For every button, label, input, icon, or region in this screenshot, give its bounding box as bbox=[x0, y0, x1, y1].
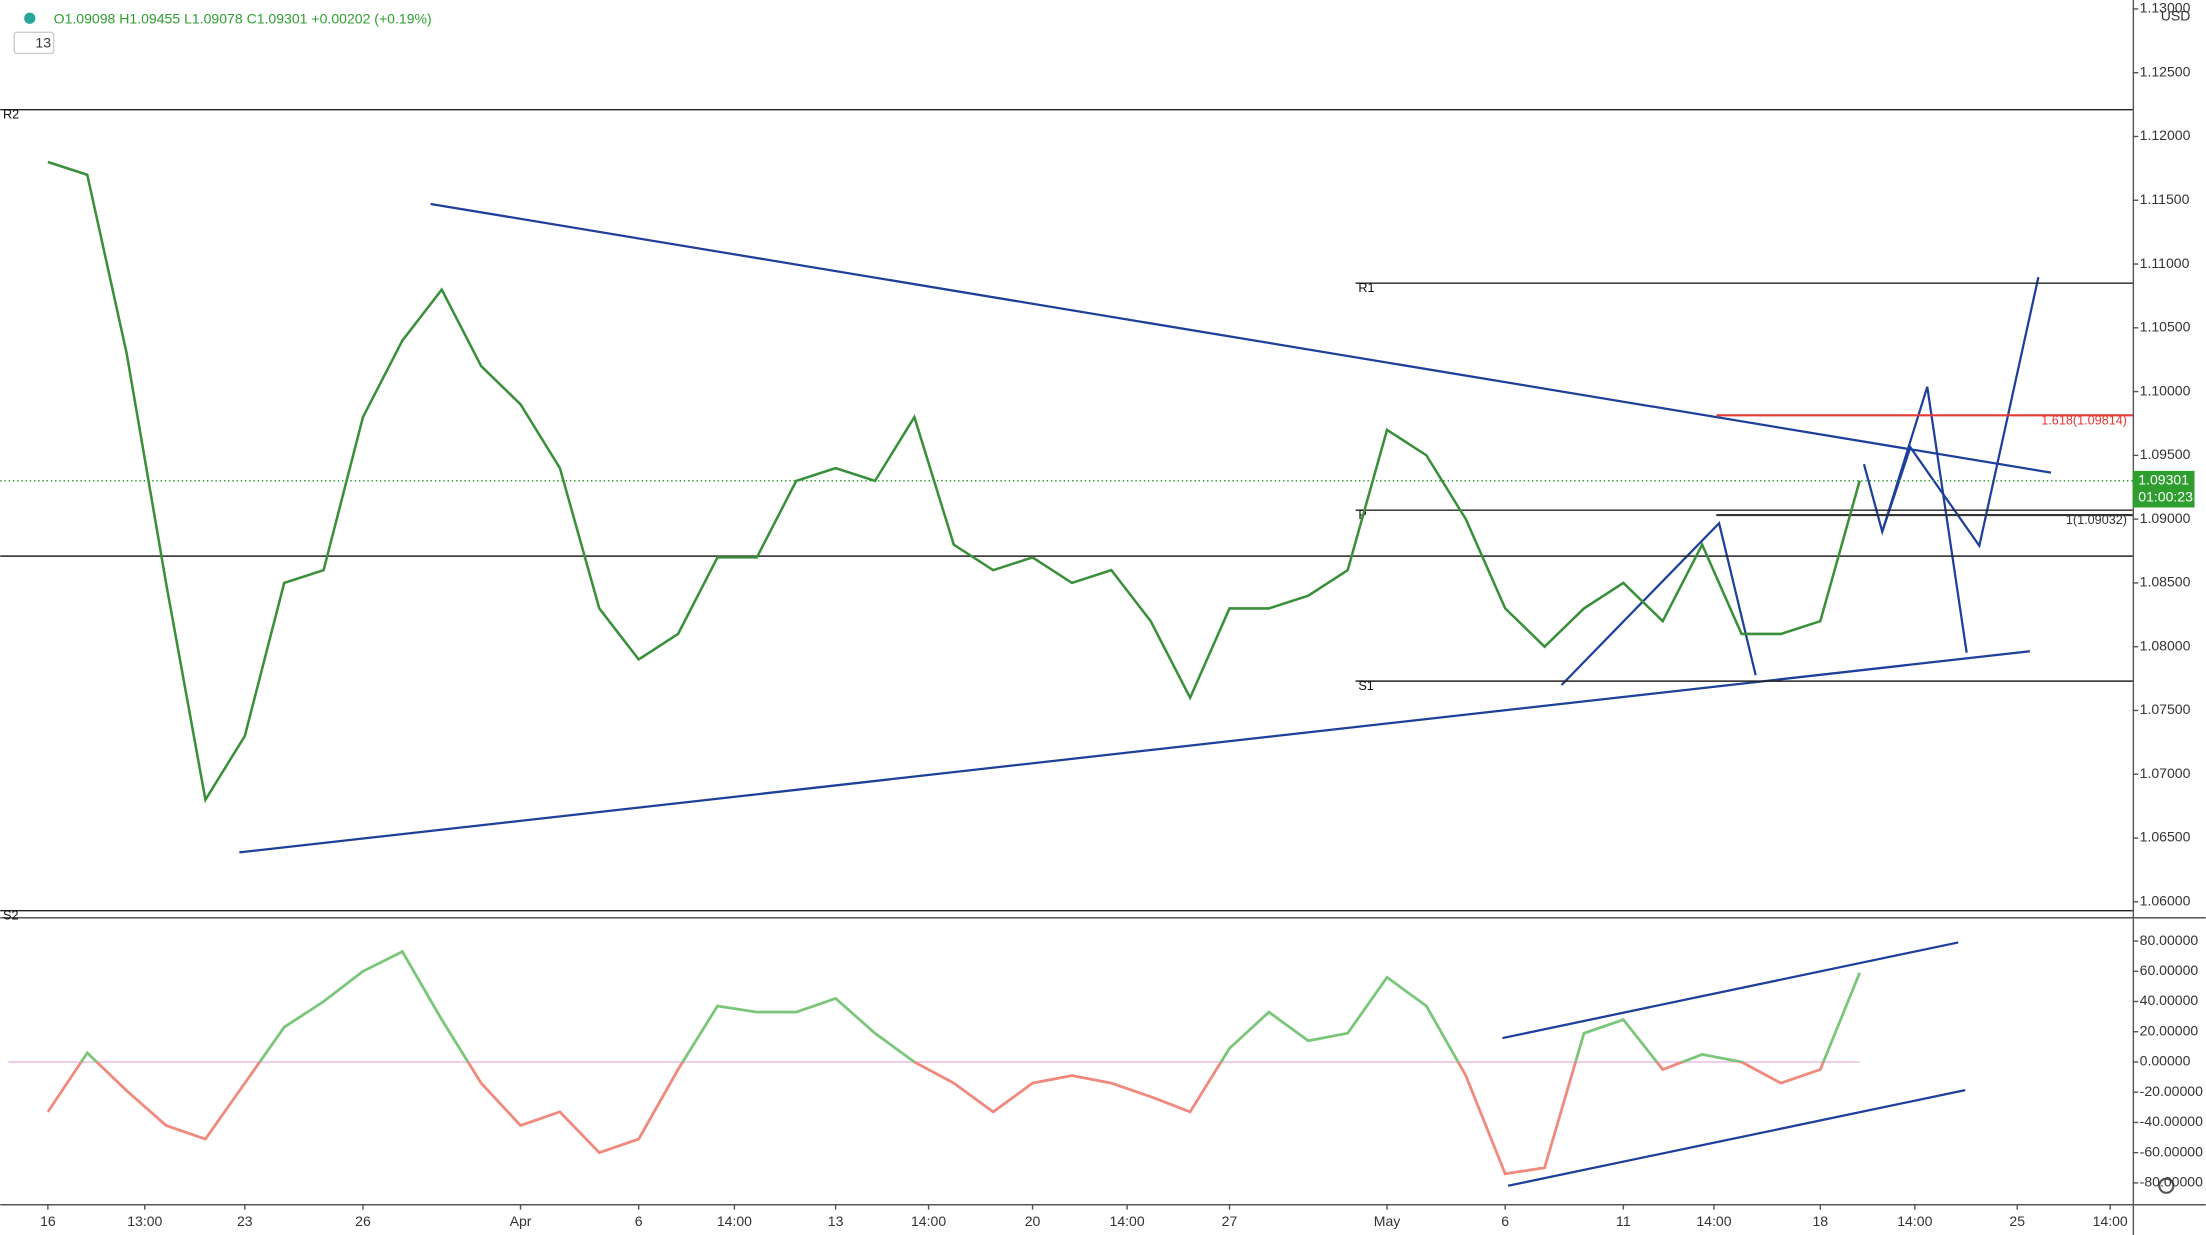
last-price-tag bbox=[2132, 470, 2195, 508]
projection-up bbox=[1881, 276, 2040, 549]
x-tick-label: 25 bbox=[2009, 1213, 2025, 1229]
pattern-line bbox=[1560, 521, 1757, 686]
last-price-label: 1.09301 bbox=[2138, 471, 2189, 487]
fib-label: 1(1.09032) bbox=[2066, 513, 2127, 527]
y-tick-label: 1.09000 bbox=[2140, 510, 2191, 526]
x-tick-label: 6 bbox=[1501, 1213, 1509, 1229]
x-tick-label: 14:00 bbox=[717, 1213, 752, 1229]
y-tick-label: 1.10500 bbox=[2140, 319, 2191, 335]
y-tick-label: 1.12500 bbox=[2140, 63, 2191, 79]
x-tick-label: 23 bbox=[237, 1213, 253, 1229]
osc-y-tick-label: 60.00000 bbox=[2140, 962, 2199, 978]
x-tick-label: 14:00 bbox=[1897, 1213, 1932, 1229]
interval-box[interactable] bbox=[13, 31, 55, 55]
currency: USD bbox=[2161, 8, 2191, 24]
x-tick-label: 20 bbox=[1025, 1213, 1041, 1229]
projection-down bbox=[1862, 386, 1968, 653]
osc-upper-channel bbox=[1502, 941, 1959, 1040]
x-tick-label: 13 bbox=[828, 1213, 844, 1229]
osc-y-tick-label: -80.00000 bbox=[2140, 1174, 2203, 1190]
ohlc-header: O1.09098 H1.09455 L1.09078 C1.09301 +0.0… bbox=[54, 10, 432, 26]
oscillator-line bbox=[46, 949, 1861, 1176]
y-tick-label: 1.08500 bbox=[2140, 574, 2191, 590]
x-tick-label: 27 bbox=[1222, 1213, 1238, 1229]
x-tick-label: May bbox=[1374, 1213, 1401, 1229]
x-tick-label: Apr bbox=[510, 1213, 532, 1229]
y-tick-label: 1.11500 bbox=[2140, 191, 2190, 207]
osc-y-tick-label: 0.00000 bbox=[2140, 1053, 2191, 1069]
interval[interactable]: 13 bbox=[35, 34, 51, 50]
x-tick-label: 11 bbox=[1616, 1213, 1631, 1229]
x-tick-label: 6 bbox=[635, 1213, 643, 1229]
x-tick-label: 26 bbox=[355, 1213, 371, 1229]
osc-y-tick-label: -20.00000 bbox=[2140, 1083, 2203, 1099]
trendlines bbox=[239, 202, 2052, 1187]
osc-lower-channel bbox=[1507, 1089, 1966, 1187]
upper-trendline bbox=[430, 202, 2052, 474]
y-tick-label: 1.06000 bbox=[2140, 893, 2191, 909]
y-tick-label: 1.09500 bbox=[2140, 446, 2191, 462]
y-tick-label: 1.10000 bbox=[2140, 382, 2191, 398]
pivot-label: S2 bbox=[3, 909, 18, 923]
status-dot bbox=[24, 12, 36, 24]
x-tick-label: 14:00 bbox=[911, 1213, 946, 1229]
pivot-label: R2 bbox=[3, 108, 19, 122]
countdown: 01:00:23 bbox=[2138, 488, 2193, 504]
osc-y-tick-label: 20.00000 bbox=[2140, 1022, 2199, 1038]
y-tick-label: 1.06500 bbox=[2140, 829, 2191, 845]
settings-icon[interactable] bbox=[2158, 1177, 2175, 1194]
lower-trendline bbox=[239, 650, 2031, 854]
price-line bbox=[47, 160, 1861, 804]
x-tick-label: 14:00 bbox=[1110, 1213, 1145, 1229]
osc-y-tick-label: -60.00000 bbox=[2140, 1143, 2203, 1159]
x-tick-label: 13:00 bbox=[127, 1213, 162, 1229]
y-tick-label: 1.07500 bbox=[2140, 701, 2191, 717]
x-tick-label: 16 bbox=[40, 1213, 56, 1229]
y-tick-label: 1.07000 bbox=[2140, 765, 2191, 781]
osc-y-tick-label: 40.00000 bbox=[2140, 992, 2199, 1008]
pivot-label: R1 bbox=[1358, 281, 1374, 295]
y-tick-label: 1.12000 bbox=[2140, 127, 2191, 143]
x-tick-label: 18 bbox=[1812, 1213, 1828, 1229]
y-tick-label: 1.13000 bbox=[2140, 0, 2191, 16]
x-tick-label: 14:00 bbox=[2093, 1213, 2128, 1229]
fib-label: 1.618(1.09814) bbox=[2041, 413, 2127, 427]
y-tick-label: 1.11000 bbox=[2140, 255, 2190, 271]
osc-y-tick-label: 80.00000 bbox=[2140, 932, 2199, 948]
osc-y-tick-label: -40.00000 bbox=[2140, 1113, 2203, 1129]
pivot-label: S1 bbox=[1358, 679, 1373, 693]
x-tick-label: 14:00 bbox=[1696, 1213, 1731, 1229]
y-tick-label: 1.08000 bbox=[2140, 637, 2191, 653]
